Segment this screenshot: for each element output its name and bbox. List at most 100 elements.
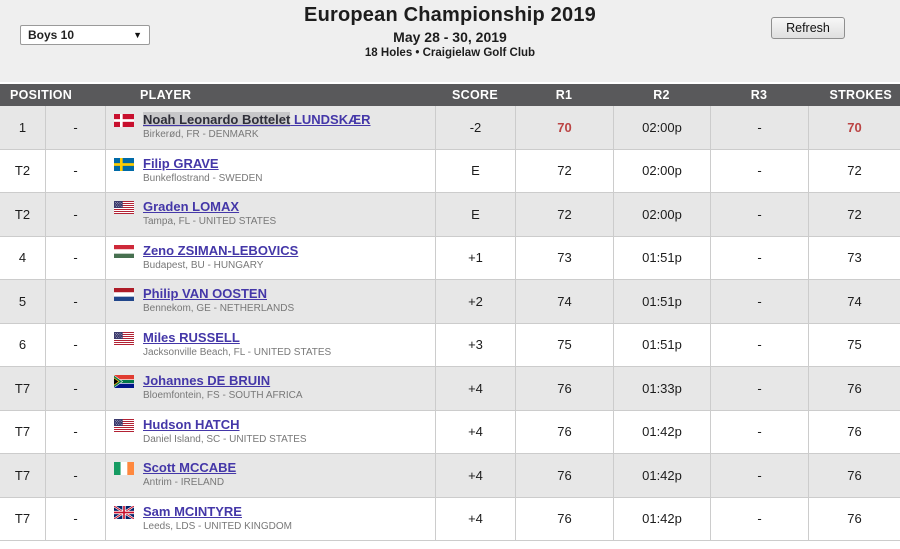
player-name-link[interactable]: Hudson HATCH (143, 416, 240, 432)
r2-cell: 01:33p (613, 367, 710, 410)
player-name-link[interactable]: Sam MCINTYRE (143, 503, 242, 519)
player-location: Bunkeflostrand - SWEDEN (143, 172, 263, 184)
r3-cell: - (710, 323, 808, 366)
leaderboard-table: 1 - Noah Leonardo Bottelet LUNDSKÆR Birk… (0, 106, 900, 541)
player-location: Bloemfontein, FS - SOUTH AFRICA (143, 390, 303, 401)
strokes-cell: 72 (808, 193, 900, 236)
event-venue: 18 Holes • Craigielaw Golf Club (364, 47, 536, 59)
position-cell: 6 (18, 337, 27, 353)
table-row: 1 - Noah Leonardo Bottelet LUNDSKÆR Birk… (0, 106, 900, 150)
player-name-link[interactable]: Filip GRAVE (143, 155, 219, 171)
player-cell: Noah Leonardo Bottelet LUNDSKÆR Birkerød… (105, 106, 435, 149)
score-cell: +4 (435, 367, 515, 410)
r1-cell: 76 (515, 497, 613, 540)
player-cell: Filip GRAVE Bunkeflostrand - SWEDEN (105, 149, 435, 192)
r1-cell: 72 (515, 193, 613, 236)
position-cell: T2 (14, 206, 31, 222)
chevron-down-icon: ▼ (133, 30, 142, 40)
score-cell: +2 (435, 280, 515, 323)
strokes-cell: 73 (808, 236, 900, 279)
strokes-cell: 76 (808, 497, 900, 540)
position-cell: 5 (18, 293, 27, 309)
flag-netherlands-icon (114, 288, 134, 301)
movement-cell: - (45, 149, 105, 192)
refresh-button[interactable]: Refresh (771, 17, 845, 39)
flag-united-states-icon (114, 331, 134, 345)
player-cell: Zeno ZSIMAN-LEBOVICS Budapest, BU - HUNG… (105, 236, 435, 279)
strokes-cell: 74 (808, 280, 900, 323)
r1-cell: 74 (515, 280, 613, 323)
score-cell: +4 (435, 454, 515, 497)
score-cell: +4 (435, 410, 515, 453)
table-row: T7 - Johannes DE BRUIN Bloemfontein, FS … (0, 367, 900, 411)
player-location: Leeds, LDS - UNITED KINGDOM (143, 520, 292, 532)
r2-cell: 01:51p (613, 280, 710, 323)
leaderboard-header-row: POSITION PLAYER SCORE R1 R2 R3 STROKES (0, 84, 900, 106)
r2-cell: 01:42p (613, 497, 710, 540)
player-location: Antrim - IRELAND (143, 477, 225, 488)
flag-ireland-icon (114, 462, 134, 475)
flag-hungary-icon (114, 244, 134, 258)
flag-united-kingdom-icon (114, 505, 134, 519)
movement-cell: - (45, 454, 105, 497)
flag-united-states-icon (114, 201, 134, 214)
r1-cell: 76 (515, 367, 613, 410)
score-cell: -2 (435, 106, 515, 149)
position-cell: T7 (14, 511, 31, 527)
r3-cell: - (710, 106, 808, 149)
divider (0, 82, 900, 84)
player-name-link[interactable]: Scott MCCABE (143, 460, 237, 475)
strokes-cell: 75 (808, 323, 900, 366)
player-name-link[interactable]: Johannes DE BRUIN (143, 373, 271, 388)
r3-cell: - (710, 280, 808, 323)
strokes-cell: 70 (808, 106, 900, 149)
position-cell: 1 (18, 119, 27, 135)
score-cell: E (435, 193, 515, 236)
table-row: 6 - Miles RUSSELL Jacksonville Beach, FL… (0, 323, 900, 367)
r2-cell: 01:51p (613, 323, 710, 366)
player-location: Birkerød, FR - DENMARK (143, 129, 259, 140)
table-row: T7 - Hudson HATCH Daniel Island, SC - UN… (0, 410, 900, 454)
r1-cell: 72 (515, 149, 613, 192)
player-location: Bennekom, GE - NETHERLANDS (143, 303, 295, 314)
player-cell: Philip VAN OOSTEN Bennekom, GE - NETHERL… (105, 280, 435, 323)
bottom-filler (0, 541, 900, 549)
r3-cell: - (710, 454, 808, 497)
column-header-r1: R1 (555, 88, 573, 102)
position-cell: T7 (14, 380, 31, 396)
age-group-select-value: Boys 10 (28, 28, 75, 42)
table-row: T2 - Graden LOMAX Tampa, FL - UNITED STA… (0, 193, 900, 237)
player-location: Daniel Island, SC - UNITED STATES (143, 433, 307, 445)
movement-cell: - (45, 106, 105, 149)
table-row: 4 - Zeno ZSIMAN-LEBOVICS Budapest, BU - … (0, 236, 900, 280)
table-row: T7 - Scott MCCABE Antrim - IRELAND +4 76… (0, 454, 900, 498)
flag-united-states-icon (114, 418, 134, 432)
r2-cell: 01:42p (613, 454, 710, 497)
movement-cell: - (45, 280, 105, 323)
score-cell: +3 (435, 323, 515, 366)
r1-cell: 73 (515, 236, 613, 279)
player-name-link[interactable]: Graden LOMAX (143, 199, 240, 214)
r3-cell: - (710, 193, 808, 236)
movement-cell: - (45, 497, 105, 540)
strokes-cell: 76 (808, 410, 900, 453)
text-selection: Noah Leonardo Bottelet (143, 112, 291, 127)
age-group-select[interactable]: Boys 10 ▼ (20, 25, 150, 45)
r1-cell: 70 (515, 106, 613, 149)
table-row: T2 - Filip GRAVE Bunkeflostrand - SWEDEN… (0, 149, 900, 193)
player-name-link[interactable]: Zeno ZSIMAN-LEBOVICS (143, 242, 299, 258)
player-name-link[interactable]: Miles RUSSELL (143, 329, 240, 345)
r1-cell: 76 (515, 454, 613, 497)
column-header-strokes: STROKES (829, 88, 892, 102)
player-name-link[interactable]: Philip VAN OOSTEN (143, 286, 267, 301)
event-title-block: European Championship 2019 May 28 - 30, … (0, 4, 900, 59)
player-location: Budapest, BU - HUNGARY (143, 259, 264, 271)
movement-cell: - (45, 193, 105, 236)
player-name-link[interactable]: Noah Leonardo Bottelet LUNDSKÆR (143, 112, 371, 127)
player-cell: Graden LOMAX Tampa, FL - UNITED STATES (105, 193, 435, 236)
flag-sweden-icon (114, 157, 134, 171)
r3-cell: - (710, 410, 808, 453)
r1-cell: 75 (515, 323, 613, 366)
page-header: European Championship 2019 May 28 - 30, … (0, 0, 900, 82)
flag-denmark-icon (114, 114, 134, 127)
